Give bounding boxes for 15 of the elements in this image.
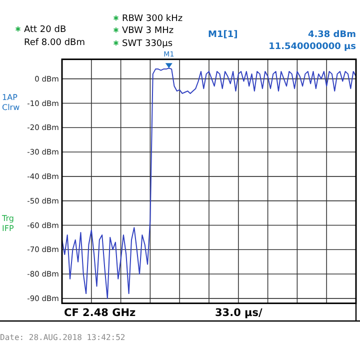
- text: 33.0 µs/: [215, 307, 263, 319]
- text: CF 2.48 GHz: [64, 307, 136, 319]
- text: RBW 300 kHz: [122, 14, 183, 24]
- text: Trg: [1, 214, 14, 223]
- text: Att 20 dB: [24, 25, 66, 35]
- text: 4.38 dBm: [308, 30, 356, 40]
- text: Ref 8.00 dBm: [24, 38, 85, 48]
- text: IFP: [2, 224, 14, 233]
- text: SWT 330µs: [122, 39, 173, 49]
- text: 11.540000000 µs: [268, 42, 356, 52]
- text: Date: 28.AUG.2018 13:42:52: [0, 333, 126, 342]
- text: Clrw: [2, 103, 20, 112]
- text: M1[1]: [208, 30, 238, 40]
- text: VBW 3 MHz: [122, 26, 174, 36]
- text: 1AP: [2, 93, 18, 102]
